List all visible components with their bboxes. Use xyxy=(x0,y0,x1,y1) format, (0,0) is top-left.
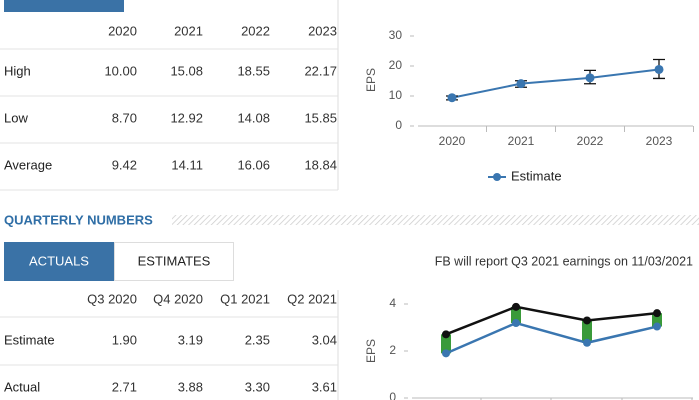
cell: 16.06 xyxy=(237,157,270,172)
point xyxy=(442,349,450,358)
point xyxy=(512,319,520,328)
tab-label[interactable]: ACTUALS xyxy=(29,253,89,268)
point xyxy=(447,93,457,103)
cell: 2.71 xyxy=(112,379,137,394)
row-label: Actual xyxy=(4,379,40,394)
cell: 12.92 xyxy=(170,110,203,125)
cell: 3.88 xyxy=(178,379,203,394)
point xyxy=(516,79,526,89)
series-line xyxy=(451,68,660,99)
notice: FB will report Q3 2021 earnings on 11/03… xyxy=(435,254,693,268)
series-line xyxy=(445,305,658,336)
cell: 14.08 xyxy=(237,110,270,125)
surprise-bar xyxy=(652,313,662,327)
y-axis-label: EPS xyxy=(364,68,378,92)
section-rule xyxy=(172,215,699,225)
column-header: 2022 xyxy=(241,23,270,38)
column-header: Q1 2021 xyxy=(220,291,270,306)
cell: 15.85 xyxy=(304,110,337,125)
column-header: Q3 2020 xyxy=(87,291,137,306)
point xyxy=(653,309,661,318)
surprise-bar xyxy=(582,320,592,343)
column-header: 2021 xyxy=(174,23,203,38)
y-tick-label: 0 xyxy=(395,118,402,132)
cell: 3.04 xyxy=(312,332,337,347)
surprise-bar xyxy=(511,306,521,324)
row-label: Estimate xyxy=(4,332,55,347)
cell: 3.61 xyxy=(312,379,337,394)
cell: 3.30 xyxy=(245,379,270,394)
point xyxy=(585,73,595,83)
cell: 1.90 xyxy=(112,332,137,347)
y-tick-label: 0 xyxy=(389,390,396,400)
column-header: Q2 2021 xyxy=(287,291,337,306)
cell: 9.42 xyxy=(112,157,137,172)
cell: 18.84 xyxy=(304,157,337,172)
point xyxy=(583,316,591,325)
cell: 10.00 xyxy=(104,63,137,78)
cell: 2.35 xyxy=(245,332,270,347)
point xyxy=(442,330,450,339)
tab-estimates[interactable] xyxy=(114,242,234,281)
top-tab[interactable] xyxy=(4,0,124,12)
y-tick-label: 30 xyxy=(389,28,403,42)
y-tick-label: 4 xyxy=(389,296,396,310)
row-label: Average xyxy=(4,157,52,172)
row-label: High xyxy=(4,63,31,78)
section-title: QUARTERLY NUMBERS xyxy=(4,212,153,227)
surprise-bar xyxy=(441,334,451,354)
point xyxy=(583,338,591,347)
tab-label[interactable]: ESTIMATES xyxy=(138,253,211,268)
point xyxy=(512,302,520,311)
y-tick-label: 2 xyxy=(389,343,396,357)
cell: 22.17 xyxy=(304,63,337,78)
x-tick-label: 2021 xyxy=(508,134,535,148)
column-header: 2020 xyxy=(108,23,137,38)
tab-actuals[interactable] xyxy=(4,242,114,281)
cell: 8.70 xyxy=(112,110,137,125)
y-tick-label: 10 xyxy=(389,88,403,102)
cell: 15.08 xyxy=(170,63,203,78)
legend-marker xyxy=(493,173,501,181)
point xyxy=(654,64,664,74)
x-tick-label: 2023 xyxy=(646,134,673,148)
row-label: Low xyxy=(4,110,28,125)
series-line xyxy=(445,321,658,355)
column-header: Q4 2020 xyxy=(153,291,203,306)
x-tick-label: 2020 xyxy=(439,134,466,148)
legend-label: Estimate xyxy=(511,168,562,183)
cell: 18.55 xyxy=(237,63,270,78)
cell: 3.19 xyxy=(178,332,203,347)
cell: 14.11 xyxy=(171,157,203,172)
y-axis-label: EPS xyxy=(364,339,378,363)
x-tick-label: 2022 xyxy=(577,134,604,148)
point xyxy=(653,322,661,331)
column-header: 2023 xyxy=(308,23,337,38)
y-tick-label: 20 xyxy=(389,58,403,72)
